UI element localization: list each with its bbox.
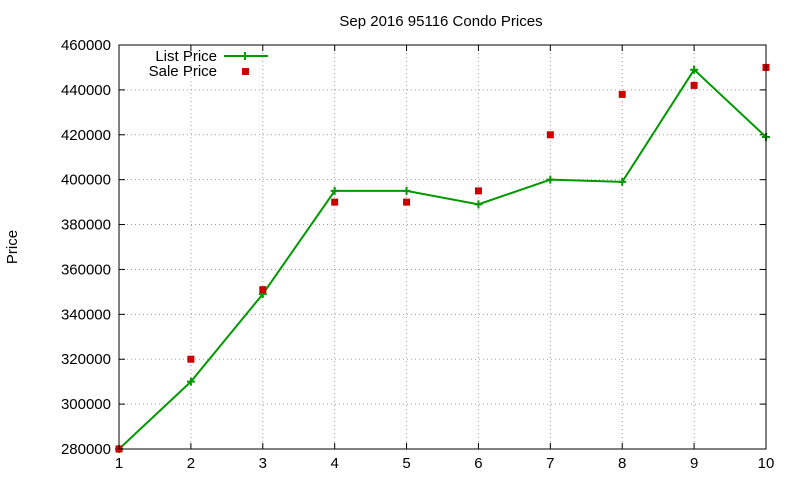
x-tick-label: 5 [402,455,410,472]
y-tick-label: 340000 [61,306,111,323]
series [115,63,770,453]
y-tick-label: 440000 [61,82,111,99]
legend-marker-sale-price [242,68,249,75]
list-price-point [474,200,483,209]
series-line-list-price [118,68,767,450]
list-price-point [186,377,195,386]
x-tick-label: 8 [618,455,626,472]
y-tick-label: 460000 [61,37,111,54]
legend-marker-list-price [241,52,249,60]
sale-price-point [474,187,482,195]
grid [119,45,766,449]
x-tick-label: 9 [690,455,698,472]
y-tick-label: 280000 [61,441,111,458]
y-tick-label: 320000 [61,351,111,368]
sale-price-point [187,355,195,363]
legend-label-list-price: List Price [155,48,217,65]
y-tick-label: 360000 [61,261,111,278]
sale-price-point [403,198,411,206]
sale-price-point [618,90,626,98]
y-tick-label: 300000 [61,396,111,413]
sale-price-point [259,286,267,294]
sale-price-point [546,131,554,139]
x-tick-label: 2 [187,455,195,472]
sale-price-point [331,198,339,206]
chart-title: Sep 2016 95116 Condo Prices [339,13,542,30]
x-tick-label: 7 [546,455,554,472]
list-price-point [618,177,627,186]
sale-price-point [690,81,698,89]
y-tick-label: 400000 [61,172,111,189]
legend: List Price Sale Price [149,48,268,80]
list-price-point [330,186,339,195]
x-tick-label: 3 [259,455,267,472]
x-tick-label: 6 [474,455,482,472]
x-tick-label: 4 [330,455,338,472]
plot-area-border [118,44,767,450]
x-tick-label: 10 [758,455,775,472]
y-axis-label: Price [4,230,21,264]
list-price-point [546,175,555,184]
x-tick-label: 1 [115,455,123,472]
y-tick-label: 420000 [61,127,111,144]
list-price-point [690,65,699,74]
axis-ticks: 280000 300000 320000 340000 360000 380000 4000… [61,37,774,472]
legend-label-sale-price: Sale Price [149,63,217,80]
y-tick-label: 380000 [61,217,111,234]
list-price-point [402,186,411,195]
